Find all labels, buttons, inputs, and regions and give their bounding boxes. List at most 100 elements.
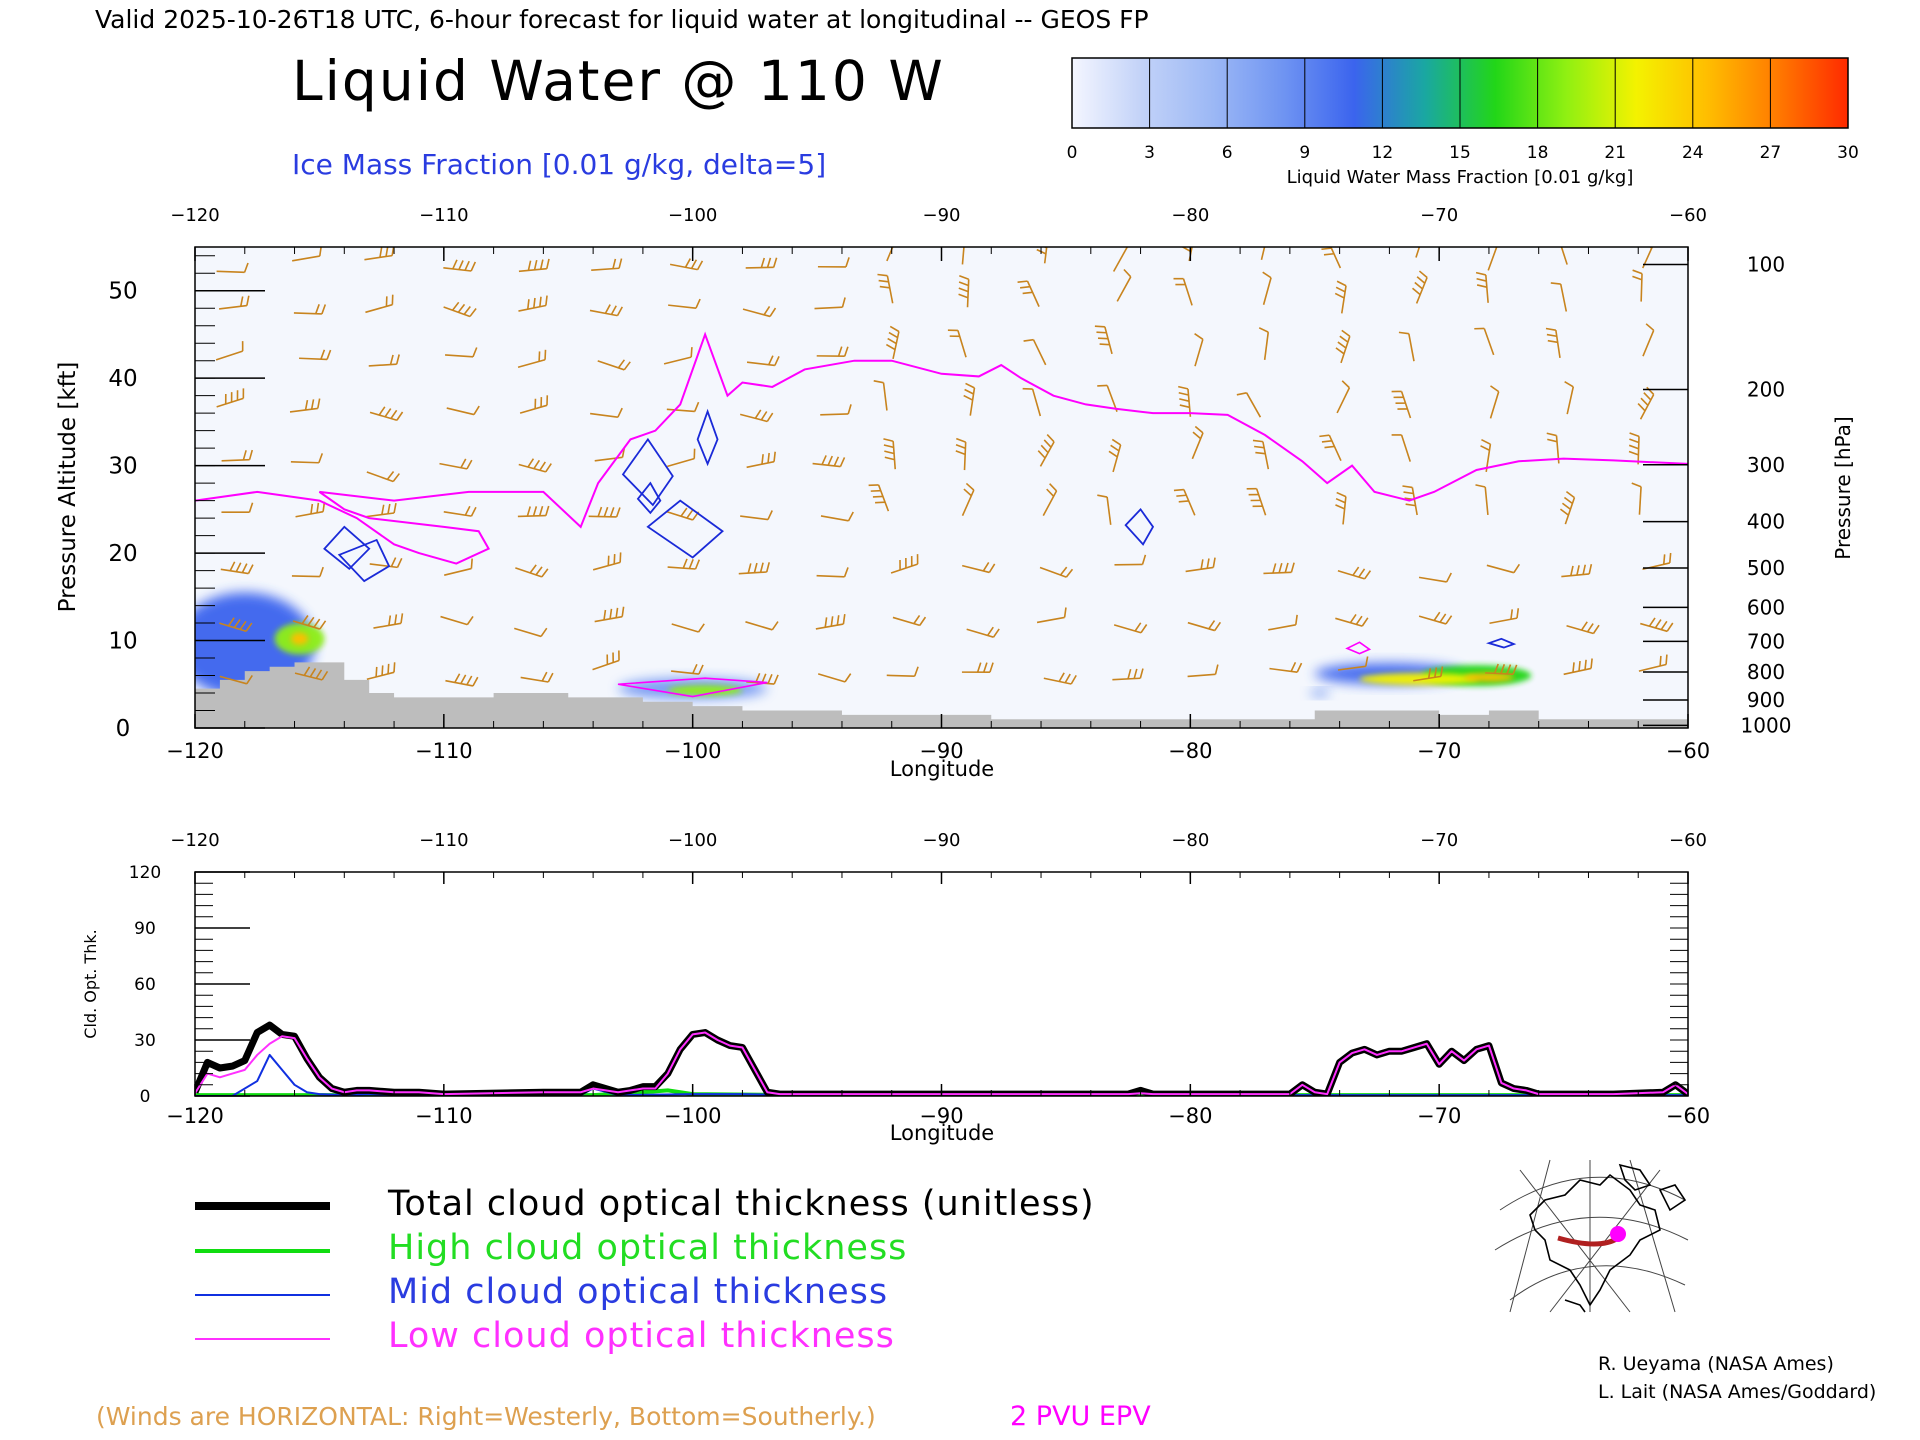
wind-barb: [961, 247, 965, 265]
wind-barb: [886, 247, 894, 262]
wind-barb: [299, 349, 332, 361]
wind-barb: [1112, 247, 1128, 272]
epv-contour: [195, 331, 1688, 698]
wind-barb: [1113, 622, 1148, 634]
wind-barb: [1485, 663, 1518, 676]
wind-barb: [515, 564, 549, 578]
main-top-tick-label: −60: [1669, 205, 1707, 226]
wind-barbs: [215, 247, 1674, 687]
wind-barb: [1269, 661, 1303, 673]
wind-barb: [369, 557, 403, 569]
valid-line: Valid 2025-10-26T18 UTC, 6-hour forecast…: [95, 5, 1149, 34]
wind-barb: [1036, 607, 1067, 624]
pressure-tick-label: 300: [1747, 453, 1785, 477]
wind-barb: [1561, 563, 1593, 578]
wind-barb: [445, 673, 479, 687]
wind-barb: [892, 614, 927, 627]
credit-2: L. Lait (NASA Ames/Goddard): [1598, 1381, 1876, 1403]
main-top-tick-label: −90: [923, 205, 961, 226]
colorbar-frame: [1071, 57, 1849, 129]
wind-barb: [1037, 433, 1055, 467]
wind-barb: [368, 354, 400, 367]
wind-barb: [1337, 566, 1372, 580]
wind-barb: [373, 613, 404, 629]
main-y2label: Pressure [hPa]: [1831, 416, 1855, 559]
wind-barb: [1187, 664, 1219, 678]
wind-barb: [669, 258, 704, 271]
wind-barb: [963, 382, 976, 416]
wind-barb: [1336, 380, 1351, 414]
wind-barb: [1337, 656, 1369, 671]
wind-barb: [1637, 386, 1655, 420]
pressure-tick-label: 900: [1747, 688, 1785, 712]
wind-barb: [663, 347, 693, 365]
main-x-tick-label: −110: [415, 739, 473, 763]
liquid-water-blob: [1309, 689, 1330, 697]
colorbar-tick-label: 27: [1760, 143, 1782, 163]
main-top-tick-label: −120: [170, 205, 219, 226]
wind-barb: [514, 627, 548, 638]
main-xlabel: Longitude: [890, 757, 994, 781]
wind-barb: [365, 294, 394, 314]
main-y-tick-label: 50: [108, 279, 137, 305]
wind-barb: [294, 666, 329, 681]
legend-high: High cloud optical thickness: [388, 1228, 907, 1268]
wind-barb: [961, 482, 975, 517]
epv-loop: [1345, 641, 1372, 655]
wind-barb: [962, 562, 996, 574]
colorbar-tick-label: 6: [1222, 143, 1233, 163]
pressure-tick-label: 700: [1747, 629, 1785, 653]
wind-barb: [883, 438, 897, 470]
wind-barb: [439, 458, 473, 470]
wind-barb: [667, 558, 701, 570]
wind-barb: [1335, 491, 1347, 525]
wind-barb: [1173, 488, 1196, 516]
wind-barb: [1252, 439, 1270, 470]
colorbar-tick-labels: 0 3 6 9 12 15 18 21 24 27 30: [1067, 143, 1859, 163]
wind-barb: [221, 502, 254, 514]
main-title: Liquid Water @ 110 W: [292, 49, 945, 113]
wind-barb: [1487, 247, 1498, 271]
wind-barb: [443, 505, 477, 517]
wind-barb: [670, 663, 704, 675]
wind-barb: [589, 304, 623, 317]
wind-barb: [816, 346, 849, 358]
terrain-profile: [195, 662, 1688, 728]
liquid-water-blob: [1464, 672, 1514, 682]
wind-barb: [218, 295, 250, 310]
wind-barb: [1632, 269, 1643, 302]
wind-barb: [1178, 385, 1192, 417]
wind-barb: [517, 505, 550, 518]
wind-barb: [1094, 325, 1113, 355]
pressure-tick-label: 500: [1747, 556, 1785, 580]
wind-barb: [1563, 658, 1593, 676]
main-top-tick-label: −80: [1171, 205, 1209, 226]
wind-barb: [671, 623, 705, 633]
ot-top-tick-label: −110: [419, 830, 468, 851]
wind-barb: [1097, 384, 1118, 412]
wind-barb: [812, 455, 846, 468]
wind-barb: [592, 552, 622, 571]
wind-barb: [1486, 563, 1521, 574]
main-top-tick-label: −100: [668, 205, 717, 226]
colorbar-tick-label: 9: [1299, 143, 1310, 163]
ot-x-tick-label: −70: [1417, 1104, 1461, 1128]
main-x-tick-label: −90: [919, 739, 963, 763]
wind-barb: [1545, 327, 1561, 358]
credit-1: R. Ueyama (NASA Ames): [1598, 1353, 1834, 1375]
wind-barb: [1042, 483, 1058, 516]
main-y-tick-label: 20: [108, 541, 137, 567]
main-x-tick-label: −60: [1666, 739, 1710, 763]
wind-barb: [815, 614, 846, 630]
wind-barb: [366, 470, 400, 483]
optical-thickness-panel: −120 −120 −110 −110 −100 −100 −90 −90 −80 −80 −70 −…: [81, 830, 1710, 1145]
wind-barb: [518, 258, 550, 273]
ot-top-tick-label: −120: [170, 830, 219, 851]
wind-barb: [1418, 572, 1452, 583]
ot-series-low: [195, 1031, 1688, 1096]
wind-barb: [1262, 271, 1272, 305]
wind-barb: [1391, 390, 1412, 419]
ice-contour: [323, 525, 371, 571]
wind-barb: [518, 458, 552, 473]
colorbar-tick-label: 24: [1682, 143, 1704, 163]
